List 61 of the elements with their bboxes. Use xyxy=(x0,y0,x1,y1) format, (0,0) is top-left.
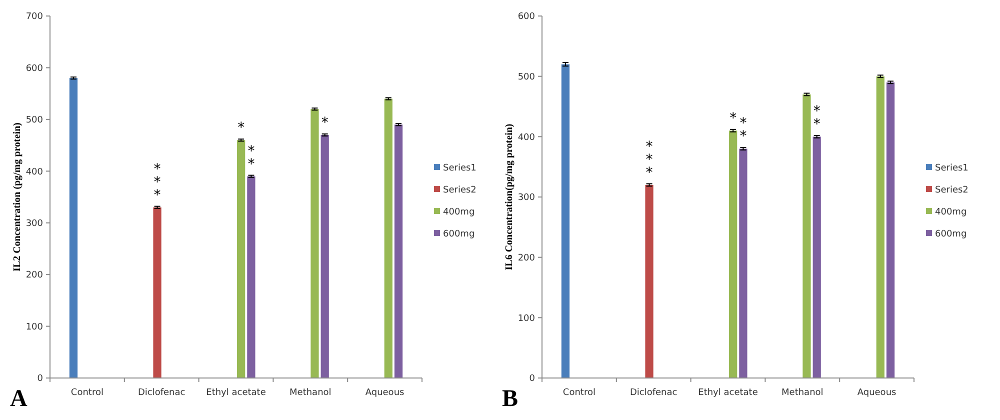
y-tick-label: 300 xyxy=(26,219,44,230)
y-axis-title: IL6 Concentration(pg/mg protein) xyxy=(504,124,515,270)
y-tick-label: 600 xyxy=(26,64,44,74)
annotation: ** * xyxy=(646,138,653,181)
annotation: * * xyxy=(740,116,747,145)
bar xyxy=(876,76,884,378)
bar xyxy=(237,140,246,378)
bar xyxy=(394,124,403,378)
y-tick-label: 600 xyxy=(518,12,536,22)
legend-label: Series2 xyxy=(935,186,968,196)
y-tick-label: 200 xyxy=(26,270,44,281)
bar xyxy=(812,136,821,378)
y-tick-label: 0 xyxy=(37,374,44,384)
text: A xyxy=(10,386,28,412)
bar xyxy=(69,78,78,378)
y-tick-label: 500 xyxy=(518,72,536,82)
y-tick-label: 400 xyxy=(26,167,44,178)
bar xyxy=(310,109,319,378)
y-tick-label: 200 xyxy=(518,253,536,264)
bar xyxy=(645,184,654,378)
legend-label: 600mg xyxy=(935,230,967,240)
bar xyxy=(739,148,748,378)
bar xyxy=(729,130,738,378)
x-tick-label: Diclofenac xyxy=(138,388,186,398)
annotation: ** xyxy=(248,143,255,172)
legend-label: Series1 xyxy=(443,164,476,174)
bar xyxy=(561,64,570,378)
y-tick-label: 0 xyxy=(529,374,536,384)
legend-label: 400mg xyxy=(935,208,967,218)
legend-label: Series2 xyxy=(443,186,476,196)
x-tick-label: Aqueous xyxy=(365,388,405,398)
y-tick-label: 100 xyxy=(518,314,536,324)
y-tick-label: 700 xyxy=(26,12,44,22)
bar xyxy=(247,176,256,378)
text: B xyxy=(502,386,518,412)
legend-label: 400mg xyxy=(443,208,475,218)
x-tick-label: Methanol xyxy=(290,388,332,398)
bar xyxy=(886,82,895,378)
legend-label: Series1 xyxy=(935,164,968,174)
annotation: * * xyxy=(813,104,820,133)
x-tick-label: Control xyxy=(562,388,596,398)
annotation: *** xyxy=(154,161,161,204)
x-tick-label: Diclofenac xyxy=(630,388,678,398)
annotation: * xyxy=(730,110,737,127)
legend-label: 600mg xyxy=(443,230,475,240)
y-tick-label: 300 xyxy=(518,193,536,204)
x-tick-label: Ethyl acetate xyxy=(206,388,266,398)
y-tick-label: 100 xyxy=(26,322,44,332)
y-axis-title: IL2 Concentration (pg/mg protein) xyxy=(12,122,23,272)
bar xyxy=(802,94,811,378)
y-tick-label: 500 xyxy=(26,116,44,126)
bar xyxy=(320,134,329,378)
x-tick-label: Methanol xyxy=(782,388,824,398)
annotation: * xyxy=(238,120,245,136)
y-tick-label: 400 xyxy=(518,132,536,143)
x-tick-label: Ethyl acetate xyxy=(698,388,758,398)
x-tick-label: Control xyxy=(70,388,104,398)
annotation: * xyxy=(321,114,328,131)
bar xyxy=(384,98,392,378)
x-tick-label: Aqueous xyxy=(857,388,897,398)
bar xyxy=(153,207,162,378)
